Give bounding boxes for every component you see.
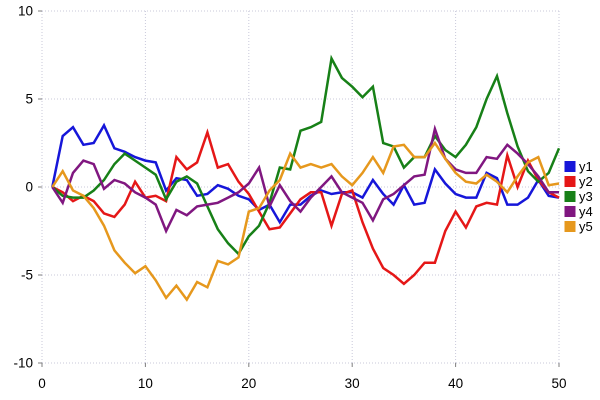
x-tick-label: 20 (241, 376, 256, 391)
legend-label-y1: y1 (579, 159, 593, 174)
series-line-y5 (51, 140, 560, 302)
y-tick-label: -5 (21, 268, 33, 283)
legend-swatch-y5 (564, 221, 576, 232)
legend-label-y5: y5 (579, 219, 593, 234)
y-tick-label: -10 (13, 356, 33, 371)
legend-swatch-y3 (564, 191, 576, 202)
y-tick-label: 5 (25, 92, 33, 107)
series-line-y2 (51, 128, 560, 286)
x-tick-label: 40 (448, 376, 463, 391)
y-tick-label: 10 (18, 4, 33, 19)
series-line-y4 (51, 124, 559, 235)
legend-swatch-y1 (564, 161, 576, 172)
x-tick-label: 10 (138, 376, 153, 391)
y-tick-label: 0 (25, 180, 33, 195)
legend-label-y4: y4 (579, 204, 593, 219)
x-tick-label: 0 (38, 376, 46, 391)
legend-label-y2: y2 (579, 174, 593, 189)
legend-label-y3: y3 (579, 189, 593, 204)
legend-swatch-y2 (564, 176, 576, 187)
legend-swatch-y4 (564, 206, 576, 217)
x-tick-label: 30 (345, 376, 360, 391)
series-line-y3 (51, 54, 561, 256)
series-line-y1 (51, 122, 560, 225)
x-tick-label: 50 (551, 376, 566, 391)
